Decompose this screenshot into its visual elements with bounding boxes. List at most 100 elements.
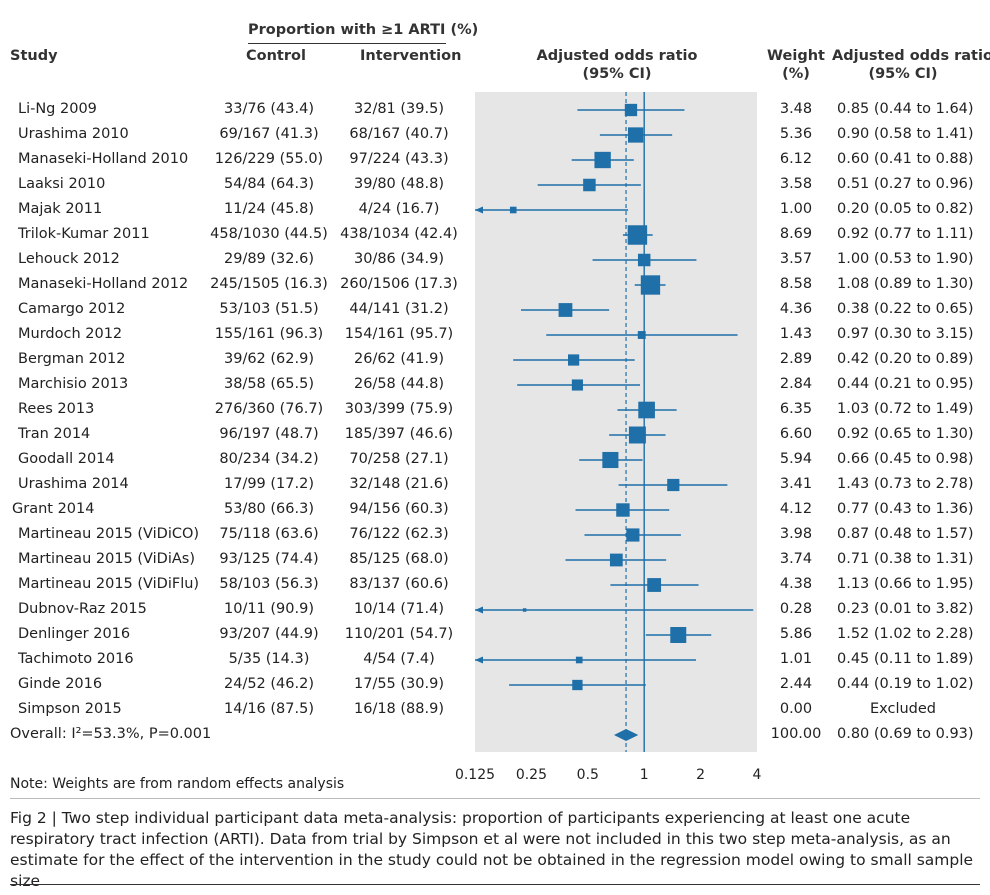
intervention-value: 85/125 (68.0) bbox=[349, 551, 449, 567]
ci-text: 0.77 (0.43 to 1.36) bbox=[837, 501, 974, 517]
ci-text: 0.44 (0.21 to 0.95) bbox=[837, 376, 974, 392]
effect-square bbox=[616, 503, 630, 517]
weight-value: 8.58 bbox=[779, 276, 813, 292]
intervention-value: 16/18 (88.9) bbox=[354, 701, 444, 717]
intervention-value: 4/54 (7.4) bbox=[363, 651, 435, 667]
effect-square bbox=[558, 303, 573, 317]
effect-square bbox=[594, 151, 611, 169]
weight-value: 3.98 bbox=[779, 526, 813, 542]
weight-value: 4.12 bbox=[779, 501, 813, 517]
effect-square bbox=[647, 578, 662, 592]
ci-arrow-left bbox=[475, 606, 483, 614]
study-name: Ginde 2016 bbox=[18, 676, 103, 692]
intervention-value: 185/397 (46.6) bbox=[344, 426, 454, 442]
intervention-value: 97/224 (43.3) bbox=[349, 151, 449, 167]
effect-square bbox=[640, 275, 661, 295]
weight-value: 1.43 bbox=[779, 326, 813, 342]
effect-square bbox=[637, 331, 646, 339]
x-tick-label: 0.5 bbox=[577, 767, 599, 783]
ci-arrow-left bbox=[475, 206, 483, 214]
study-name: Murdoch 2012 bbox=[18, 326, 123, 342]
intervention-value: 32/148 (21.6) bbox=[349, 476, 449, 492]
study-name: Camargo 2012 bbox=[18, 301, 126, 317]
control-value: 458/1030 (44.5) bbox=[210, 226, 328, 242]
weight-value: 3.57 bbox=[779, 251, 813, 267]
effect-square bbox=[575, 656, 583, 664]
weight-value: 5.36 bbox=[779, 126, 813, 142]
ci-text: 0.85 (0.44 to 1.64) bbox=[837, 101, 974, 117]
effect-square bbox=[667, 478, 680, 492]
effect-square bbox=[571, 379, 583, 391]
intervention-value: 32/81 (39.5) bbox=[354, 101, 444, 117]
effect-square bbox=[628, 426, 646, 444]
weight-value: 2.44 bbox=[779, 676, 813, 692]
weight-value: 8.69 bbox=[779, 226, 813, 242]
intervention-value: 39/80 (48.8) bbox=[354, 176, 444, 192]
weight-value: 2.89 bbox=[779, 351, 813, 367]
effect-square bbox=[602, 451, 619, 469]
ci-text: 0.92 (0.65 to 1.30) bbox=[837, 426, 974, 442]
effect-square bbox=[609, 553, 623, 567]
weight-value: 5.86 bbox=[779, 626, 813, 642]
effect-square bbox=[583, 178, 596, 192]
ci-text: 1.03 (0.72 to 1.49) bbox=[837, 401, 974, 417]
weight-value: 6.12 bbox=[779, 151, 813, 167]
weight-value: 6.35 bbox=[779, 401, 813, 417]
control-value: 276/360 (76.7) bbox=[214, 401, 324, 417]
intervention-value: 17/55 (30.9) bbox=[354, 676, 444, 692]
control-value: 5/35 (14.3) bbox=[228, 651, 310, 667]
ci-text: 0.66 (0.45 to 0.98) bbox=[837, 451, 974, 467]
ci-text: 0.60 (0.41 to 0.88) bbox=[837, 151, 974, 167]
intervention-value: 68/167 (40.7) bbox=[349, 126, 449, 142]
intervention-value: 44/141 (31.2) bbox=[349, 301, 449, 317]
study-name: Tachimoto 2016 bbox=[18, 651, 134, 667]
control-value: 29/89 (32.6) bbox=[224, 251, 314, 267]
weight-header-2: (%) bbox=[782, 66, 810, 82]
intervention-value: 4/24 (16.7) bbox=[358, 201, 440, 217]
ci-text: 0.90 (0.58 to 1.41) bbox=[837, 126, 974, 142]
control-value: 14/16 (87.5) bbox=[224, 701, 314, 717]
study-name: Martineau 2015 (ViDiFlu) bbox=[18, 576, 200, 592]
aor2-header-1: Adjusted odds ratio bbox=[832, 48, 990, 64]
control-value: 126/229 (55.0) bbox=[214, 151, 324, 167]
effect-square bbox=[670, 627, 687, 643]
x-tick-label: 0.25 bbox=[516, 767, 547, 783]
intervention-value: 76/122 (62.3) bbox=[349, 526, 449, 542]
overall-label: Overall: I²=53.3%, P=0.001 bbox=[10, 726, 212, 742]
intervention-value: 303/399 (75.9) bbox=[344, 401, 454, 417]
weight-value: 5.94 bbox=[779, 451, 813, 467]
aor2-header-2: (95% CI) bbox=[868, 66, 938, 82]
study-name: Dubnov-Raz 2015 bbox=[18, 601, 147, 617]
study-name: Tran 2014 bbox=[18, 426, 91, 442]
ci-text: 0.45 (0.11 to 1.89) bbox=[837, 651, 974, 667]
header-divider bbox=[248, 43, 446, 44]
ci-text: 1.00 (0.53 to 1.90) bbox=[837, 251, 974, 267]
x-tick-label: 1 bbox=[640, 767, 649, 783]
study-name: Li-Ng 2009 bbox=[18, 101, 97, 117]
intervention-value: 30/86 (34.9) bbox=[354, 251, 444, 267]
study-name: Urashima 2010 bbox=[18, 126, 129, 142]
control-value: 80/234 (34.2) bbox=[219, 451, 319, 467]
ci-text: 0.20 (0.05 to 0.82) bbox=[837, 201, 974, 217]
intervention-value: 83/137 (60.6) bbox=[349, 576, 449, 592]
control-value: 39/62 (62.9) bbox=[224, 351, 314, 367]
weight-value: 4.36 bbox=[779, 301, 813, 317]
weight-value: 6.60 bbox=[779, 426, 813, 442]
intervention-value: 26/62 (41.9) bbox=[354, 351, 444, 367]
weight-header-1: Weight bbox=[767, 48, 825, 64]
intervention-value: 10/14 (71.4) bbox=[354, 601, 444, 617]
ci-text: 0.97 (0.30 to 3.15) bbox=[837, 326, 974, 342]
study-name: Goodall 2014 bbox=[18, 451, 115, 467]
intervention-value: 94/156 (60.3) bbox=[349, 501, 449, 517]
control-value: 75/118 (63.6) bbox=[219, 526, 319, 542]
intervention-value: 110/201 (54.7) bbox=[344, 626, 454, 642]
control-value: 53/103 (51.5) bbox=[219, 301, 319, 317]
x-tick-label: 4 bbox=[753, 767, 762, 783]
effect-square bbox=[509, 206, 517, 214]
control-value: 53/80 (66.3) bbox=[224, 501, 314, 517]
study-name: Martineau 2015 (ViDiAs) bbox=[18, 551, 195, 567]
effect-square bbox=[627, 225, 648, 245]
intervention-value: 260/1506 (17.3) bbox=[340, 276, 458, 292]
weight-value: 2.84 bbox=[779, 376, 813, 392]
